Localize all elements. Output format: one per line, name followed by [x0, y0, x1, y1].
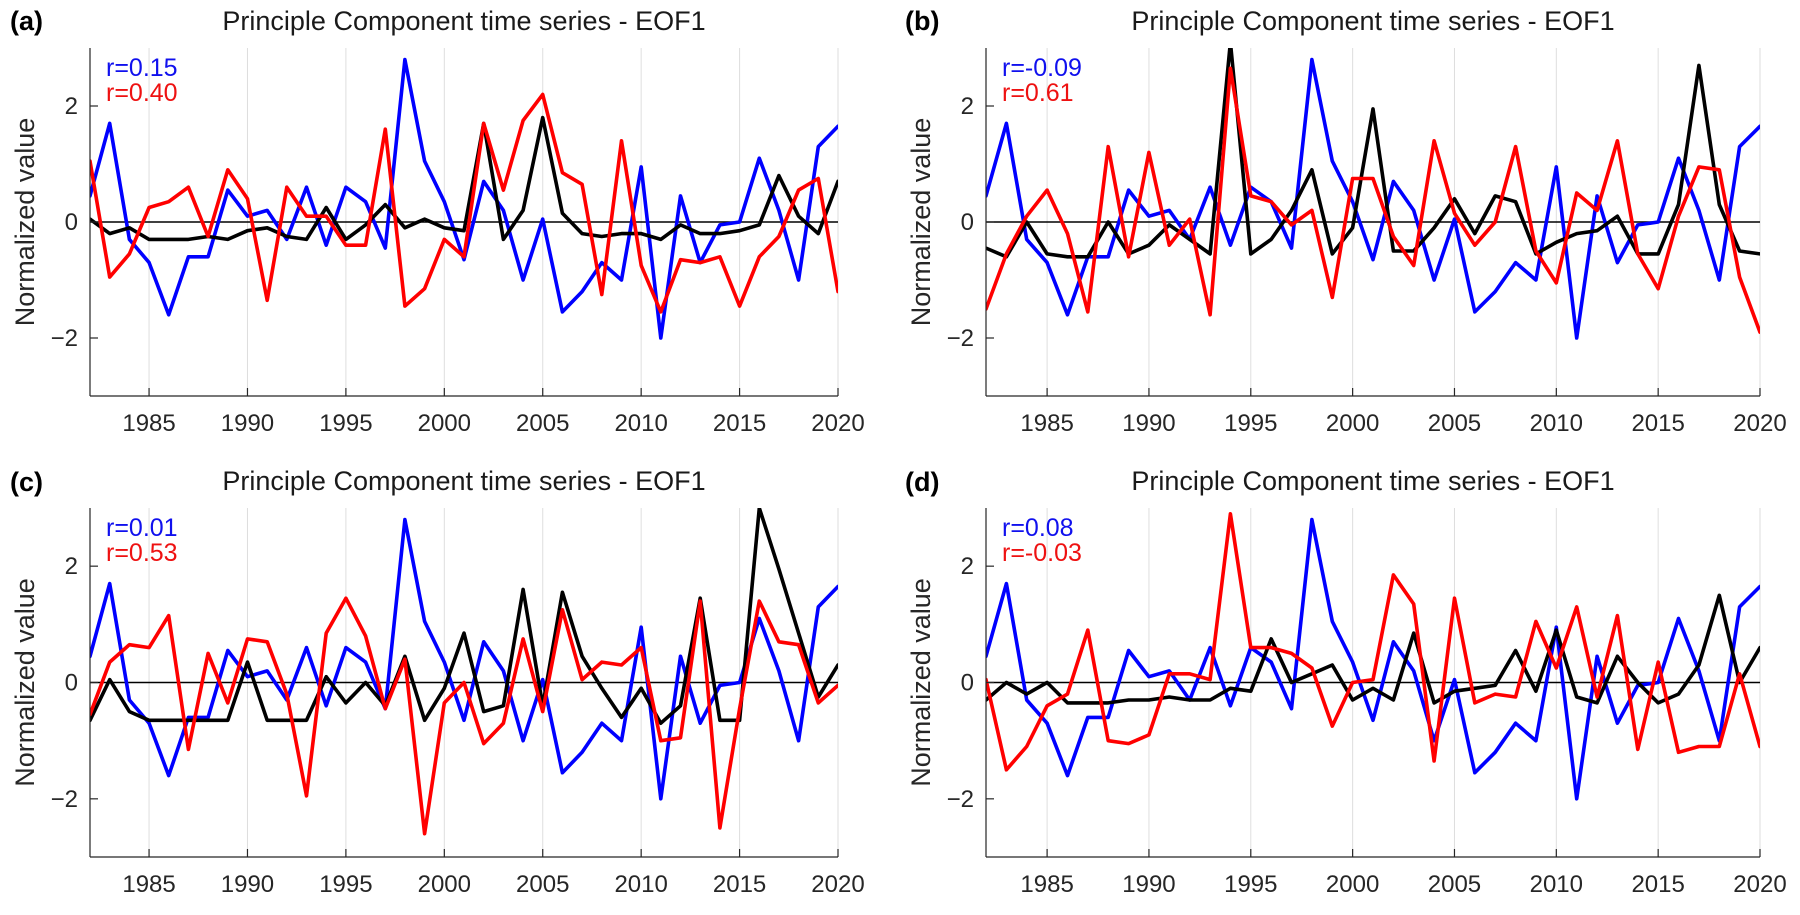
series-line-3	[90, 92, 838, 314]
x-tick-label: 2005	[516, 410, 569, 437]
x-tick-label: 2000	[1326, 410, 1379, 437]
x-tick-label: 1990	[221, 871, 274, 898]
correlation-annotation: r=0.01	[106, 514, 178, 542]
x-tick-label: 1995	[1224, 871, 1277, 898]
y-tick-label: −2	[947, 786, 974, 813]
x-tick-label: 1985	[1020, 410, 1073, 437]
x-tick-label: 2005	[1428, 871, 1481, 898]
x-tick-label: 2005	[516, 871, 569, 898]
x-tick-label: 1995	[319, 410, 372, 437]
y-tick-label: −2	[947, 325, 974, 352]
series-line-2	[986, 48, 1760, 259]
series-line-2	[90, 115, 838, 242]
x-tick-label: 2020	[811, 410, 864, 437]
y-axis-label: Normalized value	[906, 118, 936, 327]
panel-label: (a)	[10, 6, 43, 36]
correlation-annotation: r=-0.09	[1002, 54, 1082, 82]
x-tick-label: 2010	[614, 871, 667, 898]
correlation-annotation: r=-0.03	[1002, 539, 1082, 567]
x-tick-label: 2010	[614, 410, 667, 437]
series-line-2	[90, 508, 838, 726]
x-tick-label: 2010	[1530, 871, 1583, 898]
x-tick-label: 1995	[1224, 410, 1277, 437]
correlation-annotation: r=0.53	[106, 539, 178, 567]
y-tick-label: 2	[65, 93, 78, 120]
chart-panel-4: 1985 1990 1995 2000 2005 2010 2015 2020 −2 0 2 Norm…	[905, 466, 1787, 898]
x-tick-label: 2020	[811, 871, 864, 898]
y-tick-label: 2	[65, 553, 78, 580]
x-tick-label: 1985	[122, 871, 175, 898]
x-tick-label: 1985	[1020, 871, 1073, 898]
x-tick-label: 2020	[1733, 871, 1786, 898]
y-tick-label: 0	[65, 670, 78, 697]
panel-label: (d)	[905, 467, 939, 497]
panel-label: (b)	[905, 6, 939, 36]
x-tick-label: 1995	[319, 871, 372, 898]
correlation-annotation: r=0.40	[106, 79, 178, 107]
x-tick-label: 1990	[1122, 410, 1175, 437]
x-tick-label: 1990	[221, 410, 274, 437]
chart-title: Principle Component time series - EOF1	[222, 6, 705, 36]
correlation-annotation: r=0.08	[1002, 514, 1074, 542]
chart-title: Principle Component time series - EOF1	[1131, 466, 1614, 496]
y-tick-label: 2	[961, 93, 974, 120]
chart-panel-1: 1985 1990 1995 2000 2005 2010 2015 2020 −2 0 2 Norm…	[10, 6, 865, 437]
x-tick-label: 2015	[1631, 871, 1684, 898]
series-line-2	[986, 593, 1760, 705]
y-tick-label: 0	[65, 209, 78, 236]
x-tick-label: 2015	[713, 410, 766, 437]
y-tick-label: 0	[961, 209, 974, 236]
series-line-1	[90, 57, 838, 340]
series-line-3	[986, 511, 1760, 772]
chart-title: Principle Component time series - EOF1	[1131, 6, 1614, 36]
x-tick-label: 2000	[1326, 871, 1379, 898]
x-tick-label: 2005	[1428, 410, 1481, 437]
x-tick-label: 1985	[122, 410, 175, 437]
series-line-1	[986, 517, 1760, 801]
y-tick-label: 0	[961, 670, 974, 697]
y-tick-label: −2	[51, 786, 78, 813]
y-axis-label: Normalized value	[10, 118, 40, 327]
chart-panel-3: 1985 1990 1995 2000 2005 2010 2015 2020 −2 0 2 Norm…	[10, 466, 865, 898]
series-line-3	[90, 596, 838, 836]
panel-label: (c)	[10, 467, 43, 497]
y-axis-label: Normalized value	[906, 578, 936, 787]
x-tick-label: 2015	[713, 871, 766, 898]
x-tick-label: 2015	[1631, 410, 1684, 437]
x-tick-label: 2000	[418, 871, 471, 898]
x-tick-label: 2020	[1733, 410, 1786, 437]
chart-title: Principle Component time series - EOF1	[222, 466, 705, 496]
y-axis-label: Normalized value	[10, 578, 40, 787]
x-tick-label: 1990	[1122, 871, 1175, 898]
x-tick-label: 2000	[418, 410, 471, 437]
series-line-1	[90, 517, 838, 801]
y-tick-label: −2	[51, 325, 78, 352]
correlation-annotation: r=0.61	[1002, 79, 1074, 107]
y-tick-label: 2	[961, 553, 974, 580]
series-line-3	[986, 66, 1760, 335]
x-tick-label: 2010	[1530, 410, 1583, 437]
correlation-annotation: r=0.15	[106, 54, 178, 82]
chart-panel-2: 1985 1990 1995 2000 2005 2010 2015 2020 −2 0 2 Norm…	[905, 6, 1787, 437]
